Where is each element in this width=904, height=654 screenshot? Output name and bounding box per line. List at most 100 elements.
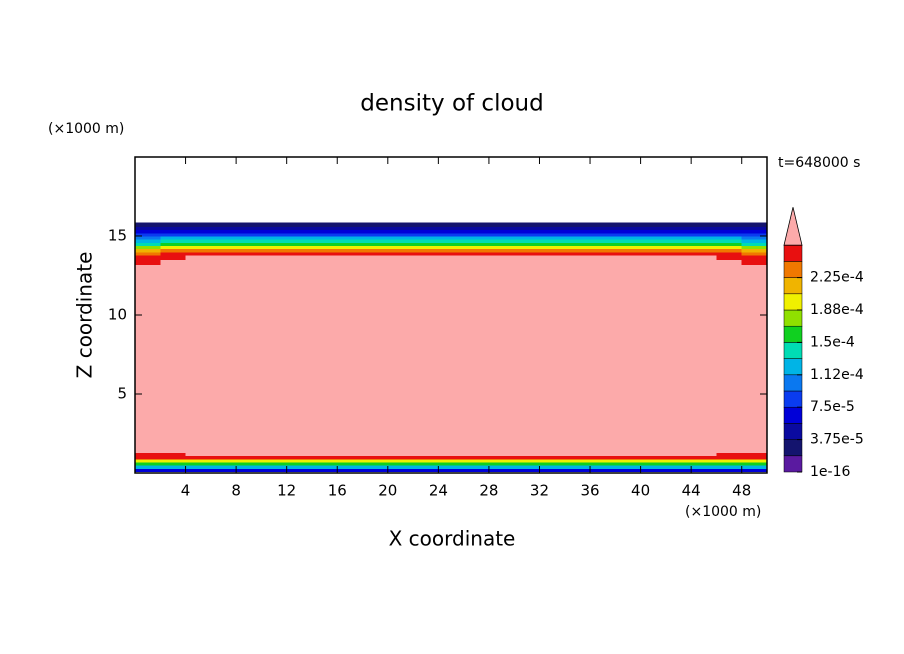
contour-cell (135, 455, 161, 460)
contour-cell (665, 242, 717, 246)
contour-cell (665, 259, 717, 265)
contour-cell (185, 458, 237, 463)
contour-cell (160, 465, 187, 469)
colorbar-tick-label: 1.12e-4 (810, 367, 864, 383)
contour-cell (236, 229, 667, 234)
contour-cell (665, 239, 717, 243)
y-tick-label: 5 (117, 385, 127, 403)
contour-cell (236, 455, 667, 460)
contour-cell (741, 465, 768, 469)
contour-cell (236, 245, 667, 250)
contour-cell (160, 236, 187, 240)
colorbar-band (783, 309, 803, 327)
contour-cell (160, 232, 187, 237)
contour-cell (185, 254, 237, 261)
contour-cell (716, 259, 743, 265)
x-axis-label: X coordinate (389, 527, 516, 551)
contour-cell (160, 245, 187, 250)
y-tick-label: 10 (108, 306, 127, 324)
contour-cell (135, 245, 161, 250)
x-tick-label: 24 (429, 482, 448, 500)
contour-cell (665, 236, 717, 240)
contour-cell (741, 232, 768, 237)
colorbar-tick-label: 7.5e-5 (810, 399, 855, 415)
contour-cell (665, 254, 717, 261)
contour-cell (741, 452, 768, 457)
contour-cell (665, 248, 717, 253)
contour-cell (160, 468, 187, 472)
contour-cell (741, 226, 768, 231)
contour-cell (160, 222, 187, 228)
contour-cell (741, 242, 768, 246)
colorbar-band (783, 390, 803, 408)
colorbar-band (783, 293, 803, 311)
contour-cell (185, 264, 237, 453)
contour-cell (185, 452, 237, 457)
contour-cell (135, 236, 161, 240)
colorbar-band (783, 374, 803, 392)
colorbar-tick-label: 3.75e-5 (810, 432, 864, 448)
time-label: t=648000 s (778, 155, 860, 171)
contour-cell (135, 229, 161, 234)
chart-title: density of cloud (360, 91, 543, 117)
contour-cell (160, 248, 187, 253)
contour-cell (741, 222, 768, 228)
contour-cell (236, 259, 667, 265)
contour-cell (135, 259, 161, 265)
contour-cell (185, 242, 237, 246)
contour-cell (741, 468, 768, 472)
colorbar-band (783, 342, 803, 359)
contour-cell (135, 239, 161, 243)
contour-cell (716, 251, 743, 256)
contour-cell (665, 458, 717, 463)
contour-cell (160, 455, 187, 460)
contour-cell (135, 458, 161, 463)
contour-cell (716, 239, 743, 243)
x-tick-label: 12 (277, 482, 296, 500)
contour-cell (716, 248, 743, 253)
contour-cell (741, 458, 768, 463)
colorbar-band (783, 358, 803, 376)
contour-cell (741, 251, 768, 256)
contour-cell (135, 251, 161, 256)
colorbar-tick-label: 1.88e-4 (810, 302, 864, 318)
contour-cell (665, 251, 717, 256)
contour-cell (236, 232, 667, 237)
contour-cell (135, 222, 161, 228)
contour-cell (716, 222, 743, 228)
contour-cell (236, 461, 667, 466)
contour-cell (160, 239, 187, 243)
contour-cell (185, 461, 237, 466)
contour-cell (236, 239, 667, 243)
contour-cell (185, 259, 237, 265)
contour-cell (716, 229, 743, 234)
x-tick-label: 44 (682, 482, 701, 500)
contour-cell (160, 242, 187, 246)
colorbar-tick-label: 1.5e-4 (810, 334, 855, 350)
y-tick-label: 15 (108, 227, 127, 245)
contour-cell (665, 461, 717, 466)
contour-cell (160, 458, 187, 463)
contour-cell (135, 232, 161, 237)
contour-cell (160, 251, 187, 256)
contour-cell (236, 248, 667, 253)
contour-cell (160, 226, 187, 231)
contour-cell (716, 468, 743, 472)
contour-cell (741, 461, 768, 466)
contour-cell (716, 226, 743, 231)
contour-cell (160, 461, 187, 466)
contour-cell (716, 264, 743, 453)
contour-cell (135, 264, 161, 453)
contour-cell (185, 468, 237, 472)
colorbar-tick-label: 1e-16 (810, 464, 850, 480)
contour-cell (665, 452, 717, 457)
y-axis-label: Z coordinate (73, 252, 97, 379)
contour-cell (236, 226, 667, 231)
contour-cell (716, 455, 743, 460)
contour-cell (185, 229, 237, 234)
contour-cell (716, 242, 743, 246)
contour-cell (236, 452, 667, 457)
contour-cell (185, 236, 237, 240)
contour-cell (160, 254, 187, 261)
colorbar-band (783, 325, 803, 343)
